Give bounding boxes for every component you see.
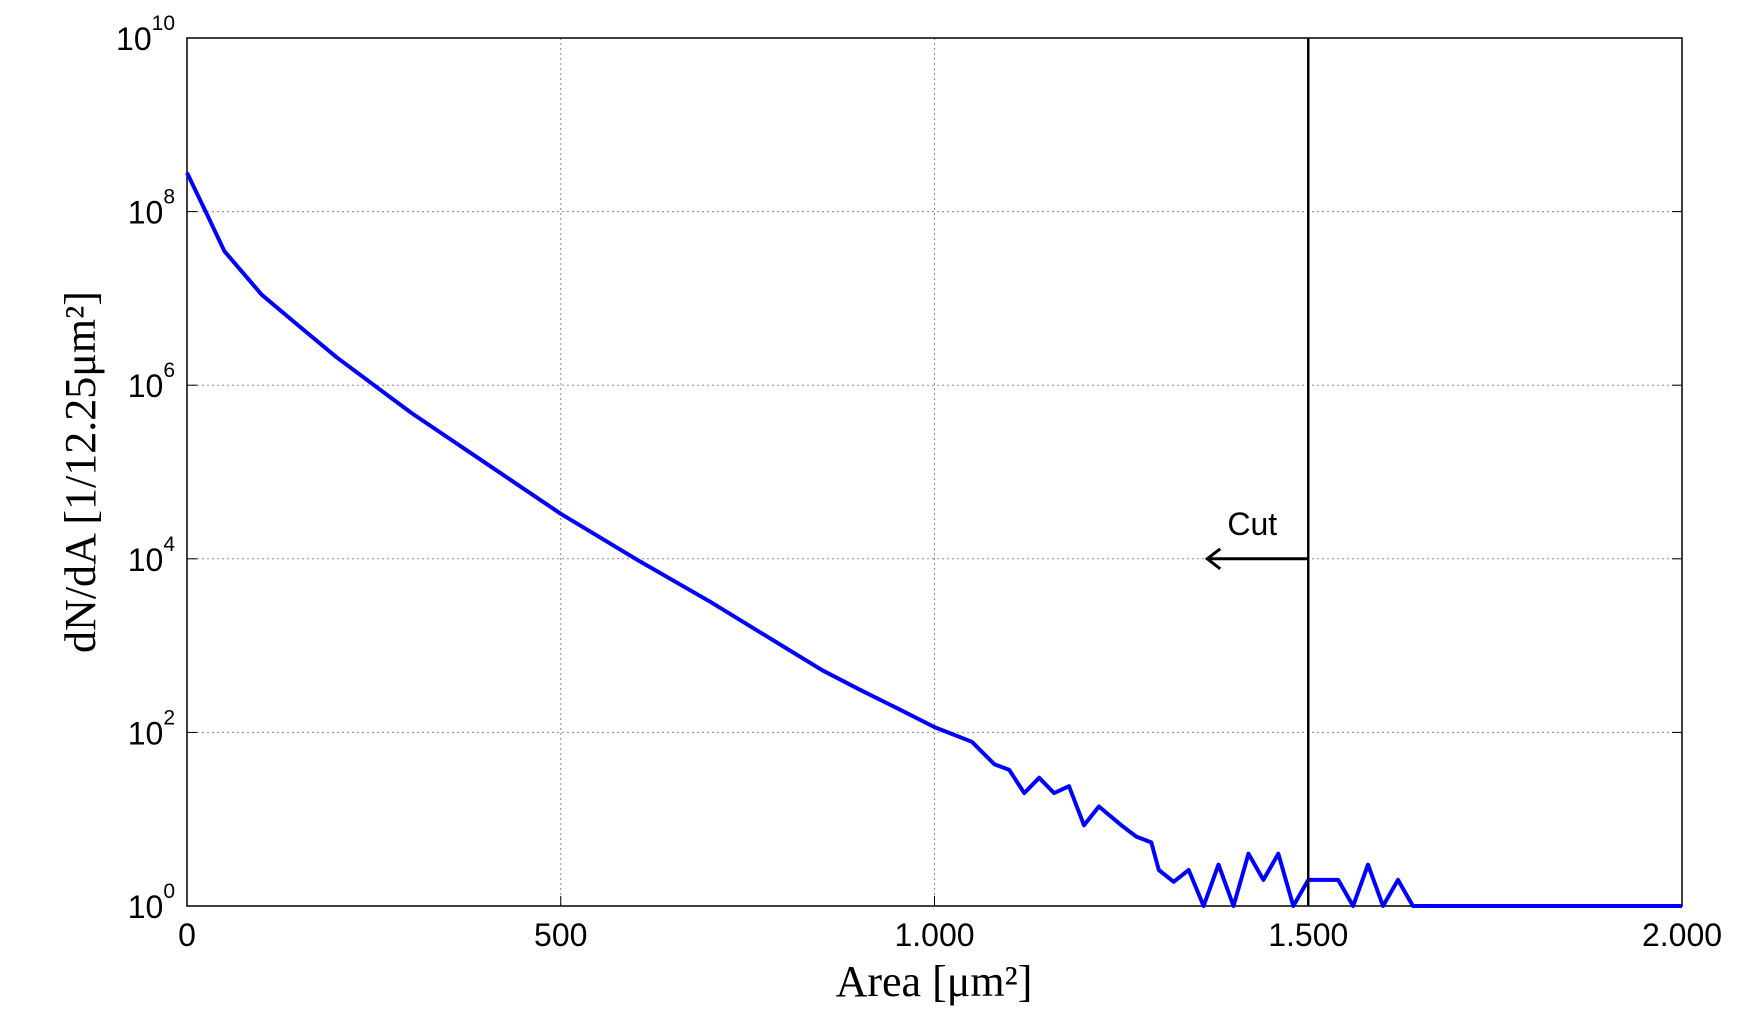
data-line — [185, 171, 1682, 908]
y-tick-label: 104 — [128, 533, 176, 578]
y-tick-label: 1010 — [116, 12, 175, 57]
y-tick-exponent: 0 — [163, 880, 175, 903]
plot-frame — [186, 37, 1683, 907]
y-tick-exponent: 2 — [163, 706, 175, 729]
y-tick-base: 10 — [128, 889, 164, 925]
cut-arrowhead — [1204, 547, 1222, 570]
x-tick-label: 1.500 — [1268, 917, 1348, 953]
x-tick-label: 500 — [534, 917, 587, 953]
y-tick-base: 10 — [128, 542, 164, 578]
x-tick-label: 1.000 — [894, 917, 974, 953]
y-tick-base: 10 — [128, 368, 164, 404]
y-tick-base: 10 — [116, 21, 152, 57]
y-tick-base: 10 — [128, 195, 164, 231]
x-axis-label: Area [μm²] — [836, 957, 1033, 1006]
y-tick-exponent: 8 — [163, 186, 175, 209]
y-tick-label: 100 — [128, 880, 175, 925]
y-tick-label: 102 — [128, 706, 175, 751]
y-tick-exponent: 4 — [163, 533, 175, 556]
x-tick-label: 0 — [178, 917, 196, 953]
y-tick-exponent: 10 — [152, 12, 175, 35]
y-axis-label: dN/dA [1/12.25μm²] — [56, 291, 105, 653]
plot-area — [187, 38, 1682, 906]
annotation: Cut — [1227, 506, 1277, 542]
y-tick-exponent: 6 — [163, 359, 175, 382]
y-tick-label: 108 — [128, 186, 175, 231]
y-tick-base: 10 — [128, 715, 164, 751]
x-tick-label: 2.000 — [1642, 917, 1722, 953]
y-tick-label: 106 — [128, 359, 175, 404]
